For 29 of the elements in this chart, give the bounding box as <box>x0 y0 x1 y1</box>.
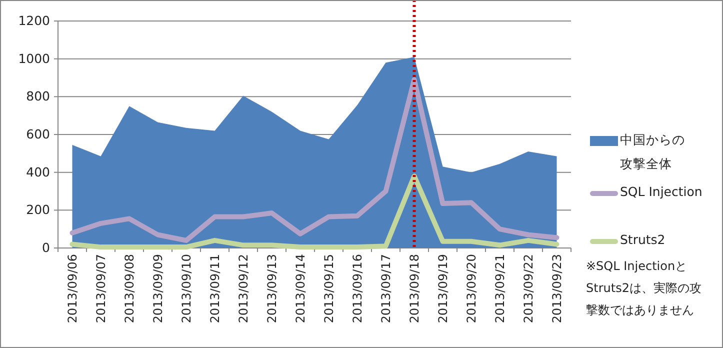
x-tick-label: 2013/09/07 <box>94 254 108 324</box>
x-tick-label: 2013/09/09 <box>150 254 165 324</box>
x-tick-label: 2013/09/10 <box>179 254 194 324</box>
x-tick-label: 2013/09/11 <box>208 254 222 324</box>
x-tick-label: 2013/09/14 <box>293 254 308 324</box>
x-tick-label: 2013/09/20 <box>464 254 478 324</box>
x-tick-label: 2013/09/22 <box>521 254 536 324</box>
x-tick-label: 2013/09/18 <box>407 254 422 324</box>
legend-label: SQL Injection <box>620 183 704 201</box>
y-tick-label: 0 <box>42 240 50 255</box>
x-tick-label: 2013/09/21 <box>492 254 507 324</box>
x-tick-label: 2013/09/19 <box>436 254 450 324</box>
x-tick-label: 2013/09/08 <box>122 254 136 324</box>
x-tick-label: 2013/09/23 <box>550 254 564 324</box>
y-tick-label: 200 <box>26 202 50 218</box>
y-tick-label: 1000 <box>18 50 50 66</box>
y-tick-label: 600 <box>26 126 50 142</box>
legend-label: 中国からの攻撃全体 <box>620 131 686 173</box>
legend-label: Struts2 <box>620 231 666 249</box>
y-tick-label: 400 <box>26 164 50 180</box>
x-tick-label: 2013/09/17 <box>378 254 393 324</box>
x-tick-label: 2013/09/12 <box>236 254 250 324</box>
text: ※SQL InjectionとStruts2は、実際の攻撃数ではありません <box>586 258 702 319</box>
x-tick-label: 2013/09/13 <box>264 254 279 324</box>
y-tick-label: 800 <box>26 88 50 104</box>
x-tick-label: 2013/09/06 <box>65 254 80 324</box>
x-tick-label: 2013/09/16 <box>350 254 364 324</box>
x-tick-label: 2013/09/15 <box>322 254 336 324</box>
y-tick-label: 1200 <box>18 13 50 28</box>
